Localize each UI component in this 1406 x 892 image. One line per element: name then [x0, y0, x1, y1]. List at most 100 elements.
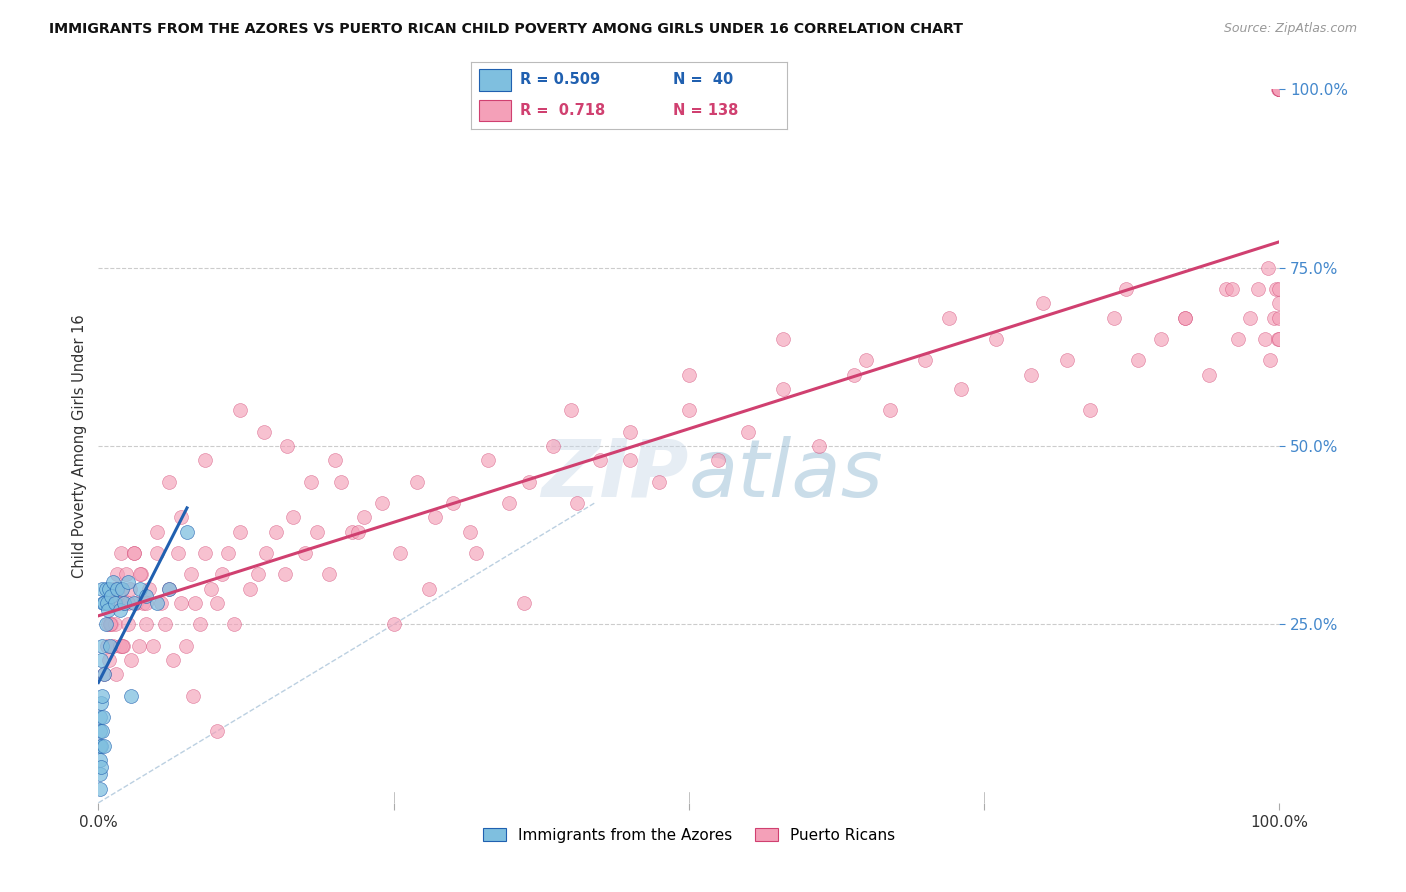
Point	[170, 596, 193, 610]
Point	[90, 739, 112, 753]
Point	[382, 617, 405, 632]
Point	[122, 546, 145, 560]
Point	[855, 353, 877, 368]
Point	[98, 653, 121, 667]
Point	[90, 696, 112, 710]
Point	[1263, 310, 1285, 325]
Point	[184, 596, 207, 610]
Point	[91, 710, 114, 724]
Point	[772, 332, 794, 346]
Point	[565, 496, 588, 510]
Point	[1268, 332, 1291, 346]
Point	[135, 596, 157, 610]
Point	[93, 667, 115, 681]
Text: IMMIGRANTS FROM THE AZORES VS PUERTO RICAN CHILD POVERTY AMONG GIRLS UNDER 16 CO: IMMIGRANTS FROM THE AZORES VS PUERTO RIC…	[49, 22, 963, 37]
Bar	[479, 70, 510, 91]
Point	[205, 596, 228, 610]
Point	[246, 567, 269, 582]
Point	[1268, 82, 1291, 96]
Point	[89, 753, 111, 767]
Point	[121, 653, 143, 667]
Point	[1268, 82, 1291, 96]
Point	[229, 524, 252, 539]
Point	[90, 653, 112, 667]
Point	[176, 524, 198, 539]
Point	[98, 596, 121, 610]
Point	[146, 524, 169, 539]
Point	[1102, 310, 1125, 325]
Point	[418, 582, 440, 596]
Point	[441, 496, 464, 510]
Point	[406, 475, 429, 489]
Point	[98, 639, 121, 653]
Point	[329, 475, 352, 489]
Point	[91, 596, 114, 610]
Point	[181, 689, 204, 703]
Point	[1268, 82, 1291, 96]
Point	[984, 332, 1007, 346]
Point	[1257, 260, 1279, 275]
Text: N =  40: N = 40	[673, 72, 734, 87]
Point	[100, 589, 122, 603]
Point	[129, 567, 152, 582]
Point	[103, 582, 125, 596]
Point	[108, 639, 131, 653]
Point	[97, 617, 120, 632]
Point	[194, 546, 217, 560]
Point	[1267, 82, 1289, 96]
Point	[142, 639, 165, 653]
Point	[305, 524, 328, 539]
Point	[1254, 332, 1277, 346]
Point	[879, 403, 901, 417]
Point	[388, 546, 411, 560]
Point	[89, 767, 111, 781]
Point	[1268, 82, 1291, 96]
Point	[91, 639, 114, 653]
Point	[353, 510, 375, 524]
Point	[157, 582, 180, 596]
Point	[157, 582, 180, 596]
Point	[166, 546, 188, 560]
Point	[104, 617, 127, 632]
Text: Source: ZipAtlas.com: Source: ZipAtlas.com	[1223, 22, 1357, 36]
Point	[117, 617, 139, 632]
Point	[678, 403, 700, 417]
Point	[1126, 353, 1149, 368]
Point	[162, 653, 184, 667]
Point	[253, 425, 276, 439]
Point	[146, 596, 169, 610]
Point	[224, 617, 246, 632]
Point	[112, 639, 135, 653]
Point	[1264, 282, 1286, 296]
Point	[120, 582, 142, 596]
Text: atlas: atlas	[689, 435, 884, 514]
Point	[1268, 82, 1291, 96]
Point	[138, 582, 160, 596]
Point	[239, 582, 262, 596]
Point	[678, 368, 700, 382]
Point	[93, 596, 115, 610]
Point	[135, 617, 157, 632]
Point	[844, 368, 866, 382]
Point	[188, 617, 211, 632]
Legend: Immigrants from the Azores, Puerto Ricans: Immigrants from the Azores, Puerto Rican…	[477, 822, 901, 848]
Point	[91, 582, 114, 596]
Point	[264, 524, 287, 539]
Point	[323, 453, 346, 467]
Point	[294, 546, 316, 560]
Point	[217, 546, 239, 560]
Y-axis label: Child Poverty Among Girls Under 16: Child Poverty Among Girls Under 16	[72, 314, 87, 578]
Point	[93, 739, 115, 753]
Point	[94, 582, 117, 596]
Point	[1032, 296, 1054, 310]
Point	[101, 639, 124, 653]
Point	[98, 617, 121, 632]
Point	[194, 453, 217, 467]
Point	[1268, 310, 1291, 325]
Point	[1268, 296, 1291, 310]
Point	[1268, 282, 1291, 296]
Point	[170, 510, 193, 524]
Point	[318, 567, 340, 582]
Point	[128, 567, 150, 582]
Point	[460, 524, 482, 539]
